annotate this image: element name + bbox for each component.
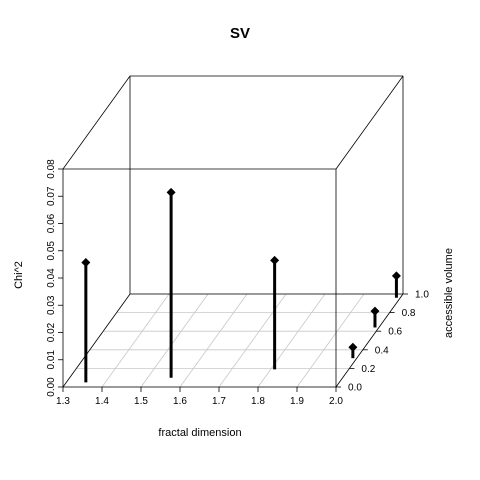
data-point: [167, 188, 176, 197]
z-tick-label: 0.04: [46, 268, 57, 288]
grid-line-x: [180, 294, 247, 387]
axis-ticks: 1.3 1.4 1.5 1.6 1.7 1.8 1.9 2.0 0.0 0.20.4 0.60.8 1…: [46, 159, 429, 407]
y-tick-label: 1.0: [415, 290, 429, 301]
z-axis-label: Chi^2: [13, 261, 25, 289]
y-tick-label: 0.6: [388, 327, 402, 338]
x-tick-label: 1.7: [212, 396, 226, 407]
x-tick-label: 1.3: [56, 396, 70, 407]
data-point: [392, 271, 401, 280]
data-point: [270, 256, 279, 265]
y-tick-label: 0.2: [361, 364, 375, 375]
z-tick-label: 0.03: [46, 295, 57, 315]
y-tick-label: 0.8: [402, 308, 416, 319]
x-tick-label: 1.4: [95, 396, 109, 407]
x-tick-label: 1.8: [251, 396, 265, 407]
grid-line-x: [297, 294, 364, 387]
grid-line-x: [258, 294, 325, 387]
chart-title: SV: [230, 25, 250, 42]
y-tick-label: 0.0: [348, 383, 362, 394]
y-tick-label: 0.4: [375, 345, 389, 356]
box-edge: [336, 76, 403, 169]
z-tick-label: 0.05: [46, 241, 57, 261]
z-tick-label: 0.08: [46, 159, 57, 179]
data-point: [348, 343, 357, 352]
box-edge: [63, 294, 130, 387]
data-point: [81, 258, 90, 267]
floor-grid: [63, 294, 403, 387]
x-tick-label: 1.5: [134, 396, 148, 407]
z-tick-label: 0.06: [46, 213, 57, 233]
z-tick-label: 0.07: [46, 186, 57, 206]
grid-line-x: [102, 294, 169, 387]
y-axis-label: accessible volume: [443, 248, 455, 338]
box-edge: [63, 76, 130, 169]
x-tick-label: 1.9: [290, 396, 304, 407]
plot-box: [63, 76, 403, 387]
x-tick-label: 1.6: [173, 396, 187, 407]
x-tick-label: 2.0: [329, 396, 343, 407]
z-tick-label: 0.01: [46, 350, 57, 370]
x-axis-label: fractal dimension: [158, 427, 241, 439]
data-points: [81, 188, 401, 382]
z-tick-label: 0.02: [46, 322, 57, 342]
data-point: [370, 307, 379, 316]
z-tick-label: 0.00: [46, 377, 57, 397]
grid-line-x: [141, 294, 208, 387]
